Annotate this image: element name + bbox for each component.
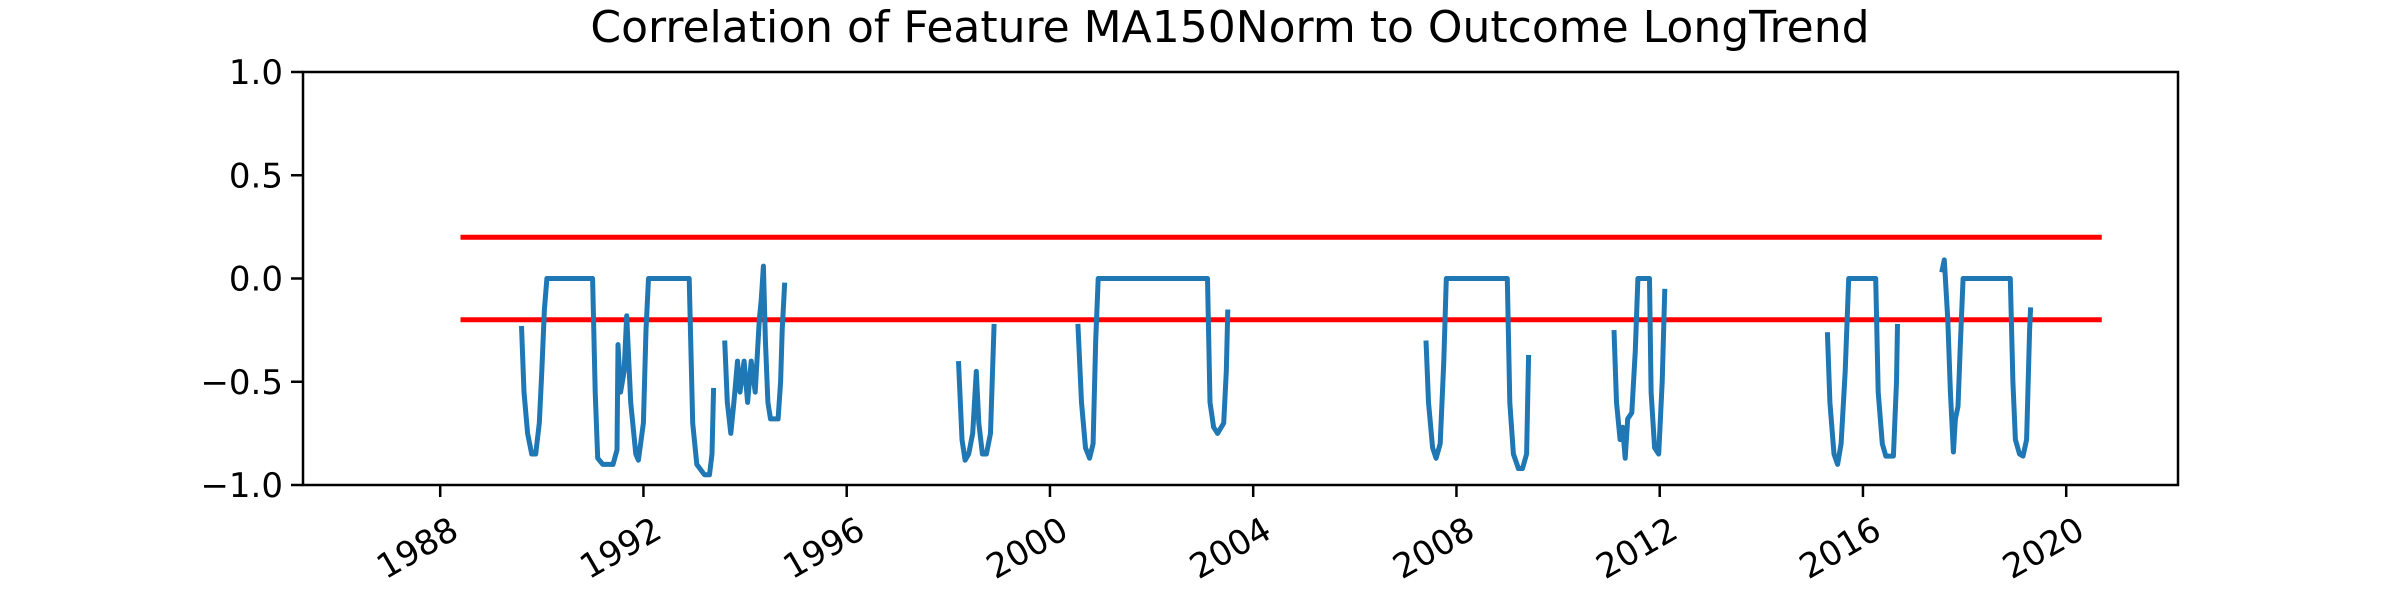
y-tick-label: 0.0	[229, 260, 283, 300]
y-tick-label: 1.0	[229, 53, 283, 93]
y-tick-label: −1.0	[200, 466, 283, 506]
series-line-segment-3	[1075, 276, 1231, 461]
x-tick-label: 1996	[777, 510, 872, 588]
x-tick-label: 2016	[1793, 510, 1888, 588]
x-tick-label: 2012	[1590, 510, 1685, 588]
series-line-segment-2	[956, 323, 997, 463]
series-line-segment-1	[722, 263, 788, 436]
y-tick-label: −0.5	[200, 363, 283, 403]
series-line-segment-4	[1423, 276, 1532, 471]
y-tick-label: 0.5	[229, 156, 283, 196]
x-tick-label: 2004	[1183, 510, 1278, 588]
series-line-segment-7	[1939, 257, 2034, 459]
y-axis: 1.0 0.5 0.0 −0.5 −1.0	[200, 53, 303, 506]
x-axis: 1988 1992 1996 2000 2004 2008 2012 2016 2020	[370, 485, 2091, 588]
chart-title: Correlation of Feature MA150Norm to Outc…	[590, 2, 1869, 53]
x-tick-label: 1988	[370, 510, 465, 588]
x-tick-label: 2020	[1996, 510, 2091, 588]
x-tick-label: 2000	[980, 510, 1075, 588]
series-line-segment-5	[1611, 276, 1668, 461]
series-line-segment-0	[519, 276, 717, 478]
x-tick-label: 1992	[573, 510, 668, 588]
series-line-segment-6	[1824, 276, 1900, 467]
x-tick-label: 2008	[1386, 510, 1481, 588]
plot-area	[460, 234, 2102, 478]
